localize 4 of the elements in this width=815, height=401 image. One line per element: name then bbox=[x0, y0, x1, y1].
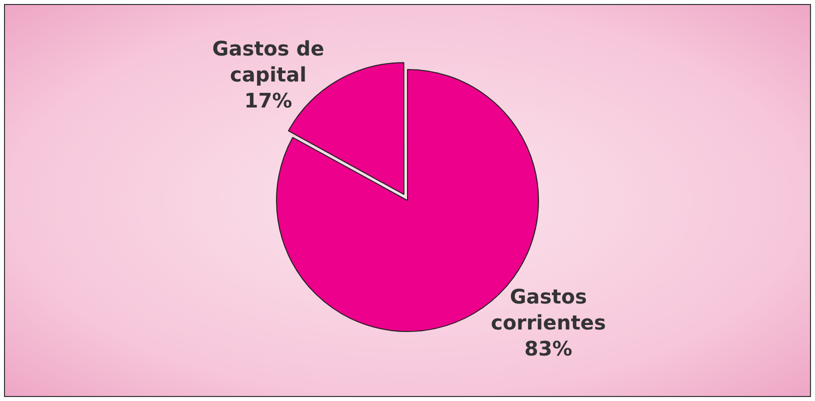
slice-label: Gastos corrientes bbox=[490, 284, 606, 335]
data-label: 17% bbox=[244, 88, 292, 113]
slice-label: Gastos de capital bbox=[212, 36, 324, 87]
data-label: 83% bbox=[524, 336, 572, 361]
